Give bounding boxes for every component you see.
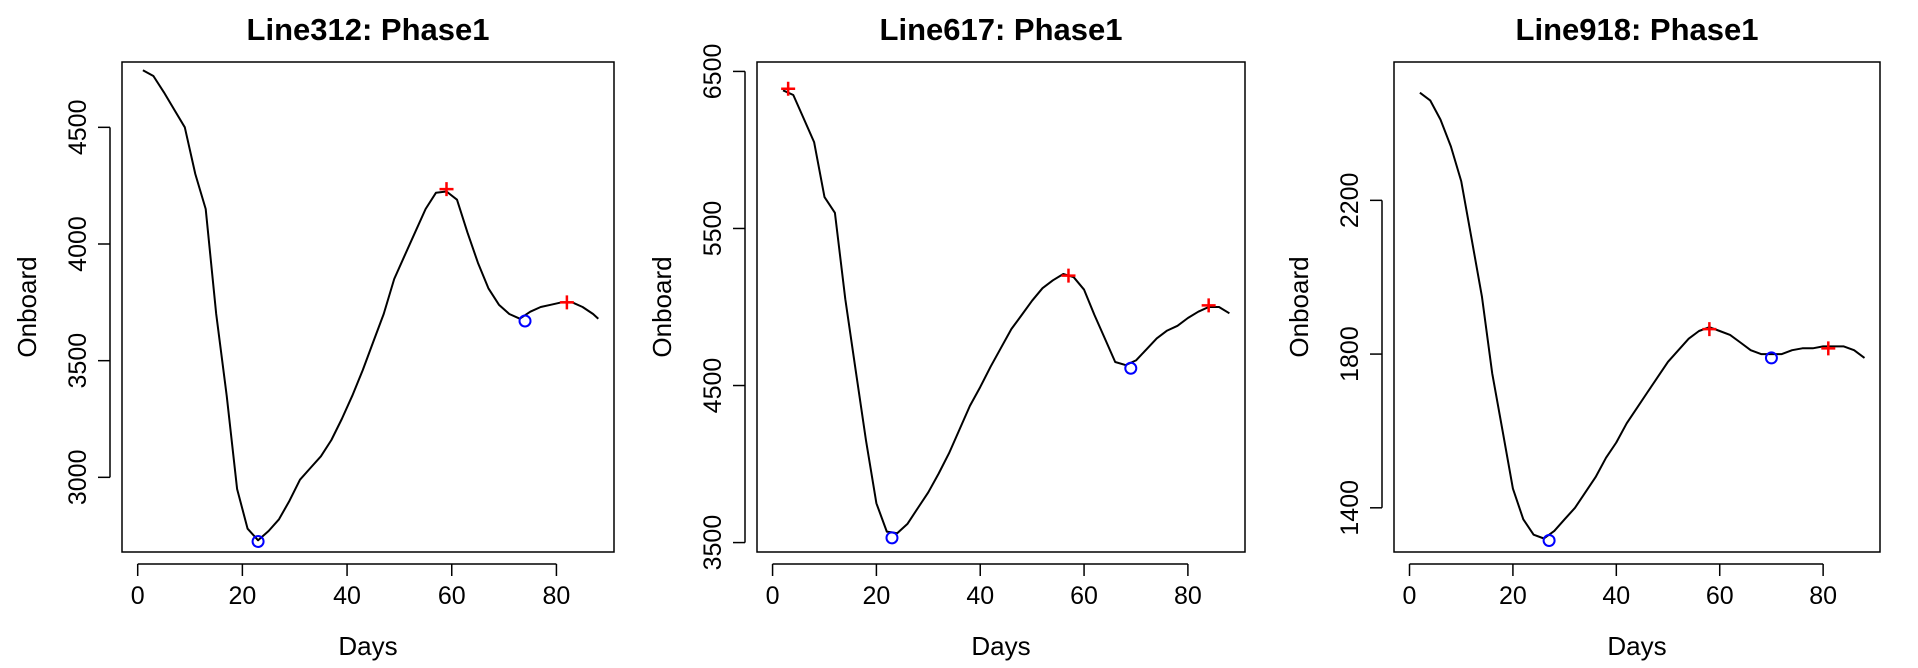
x-tick-label: 20: [1499, 582, 1527, 610]
y-tick-label: 1800: [1336, 326, 1364, 382]
trough-marker: [1764, 351, 1778, 365]
x-tick-label: 60: [1070, 582, 1098, 610]
y-axis-label: Onboard: [12, 256, 42, 357]
series-line: [782, 89, 1230, 535]
chart-title: Line918: Phase1: [1516, 12, 1759, 47]
y-axis-label: Onboard: [647, 256, 677, 357]
x-tick-label: 0: [1403, 582, 1417, 610]
x-tick-label: 0: [131, 582, 145, 610]
chart-title: Line312: Phase1: [247, 12, 490, 47]
y-axis-label: Onboard: [1284, 256, 1314, 357]
x-tick-label: 20: [862, 582, 890, 610]
x-tick-label: 80: [543, 582, 571, 610]
plot-frame: [756, 61, 1246, 553]
y-tick-label: 2200: [1336, 173, 1364, 229]
y-tick-label: 4500: [699, 358, 727, 414]
peak-marker: [1201, 298, 1216, 313]
peak-marker: [1821, 341, 1836, 356]
y-tick-label: 4500: [64, 100, 92, 156]
plot-frame: [1393, 61, 1881, 553]
y-tick-label: 5500: [699, 201, 727, 257]
trough-marker: [885, 531, 899, 545]
chart-panel-1: Line312: Phase1 0 20 40 60 80 Days 3000 3500 4000…: [12, 12, 615, 661]
x-tick-label: 60: [438, 582, 466, 610]
y-tick-label: 3500: [699, 515, 727, 571]
peak-marker: [781, 81, 796, 96]
trough-marker: [518, 314, 532, 328]
x-tick-label: 20: [228, 582, 256, 610]
peak-marker: [439, 182, 454, 197]
x-axis-label: Days: [338, 631, 397, 661]
chart-panel-3: Line918: Phase1 0 20 40 60 80 Days 1400 1800 2200…: [1284, 12, 1881, 661]
y-tick-label: 6500: [699, 44, 727, 100]
plot-frame: [121, 61, 615, 553]
y-tick-label: 3500: [64, 333, 92, 389]
x-tick-label: 40: [1602, 582, 1630, 610]
x-tick-label: 40: [966, 582, 994, 610]
x-tick-label: 80: [1174, 582, 1202, 610]
peak-marker: [559, 295, 574, 310]
x-axis-label: Days: [1607, 631, 1666, 661]
trough-marker: [1124, 361, 1138, 375]
x-tick-label: 0: [766, 582, 780, 610]
peak-marker: [1702, 322, 1717, 337]
chart-title: Line617: Phase1: [880, 12, 1123, 47]
series-line: [1419, 91, 1866, 540]
series-line: [142, 69, 599, 542]
peak-marker: [1061, 268, 1076, 283]
y-tick-label: 4000: [64, 216, 92, 272]
y-tick-label: 1400: [1336, 480, 1364, 536]
x-axis-label: Days: [971, 631, 1030, 661]
x-tick-label: 40: [333, 582, 361, 610]
x-tick-label: 80: [1809, 582, 1837, 610]
trough-marker: [251, 535, 265, 548]
trough-marker: [1542, 533, 1556, 547]
y-tick-label: 3000: [64, 450, 92, 506]
chart-panel-2: Line617: Phase1 0 20 40 60 80 Days 3500 4500 5500…: [647, 12, 1246, 661]
x-tick-label: 60: [1706, 582, 1734, 610]
